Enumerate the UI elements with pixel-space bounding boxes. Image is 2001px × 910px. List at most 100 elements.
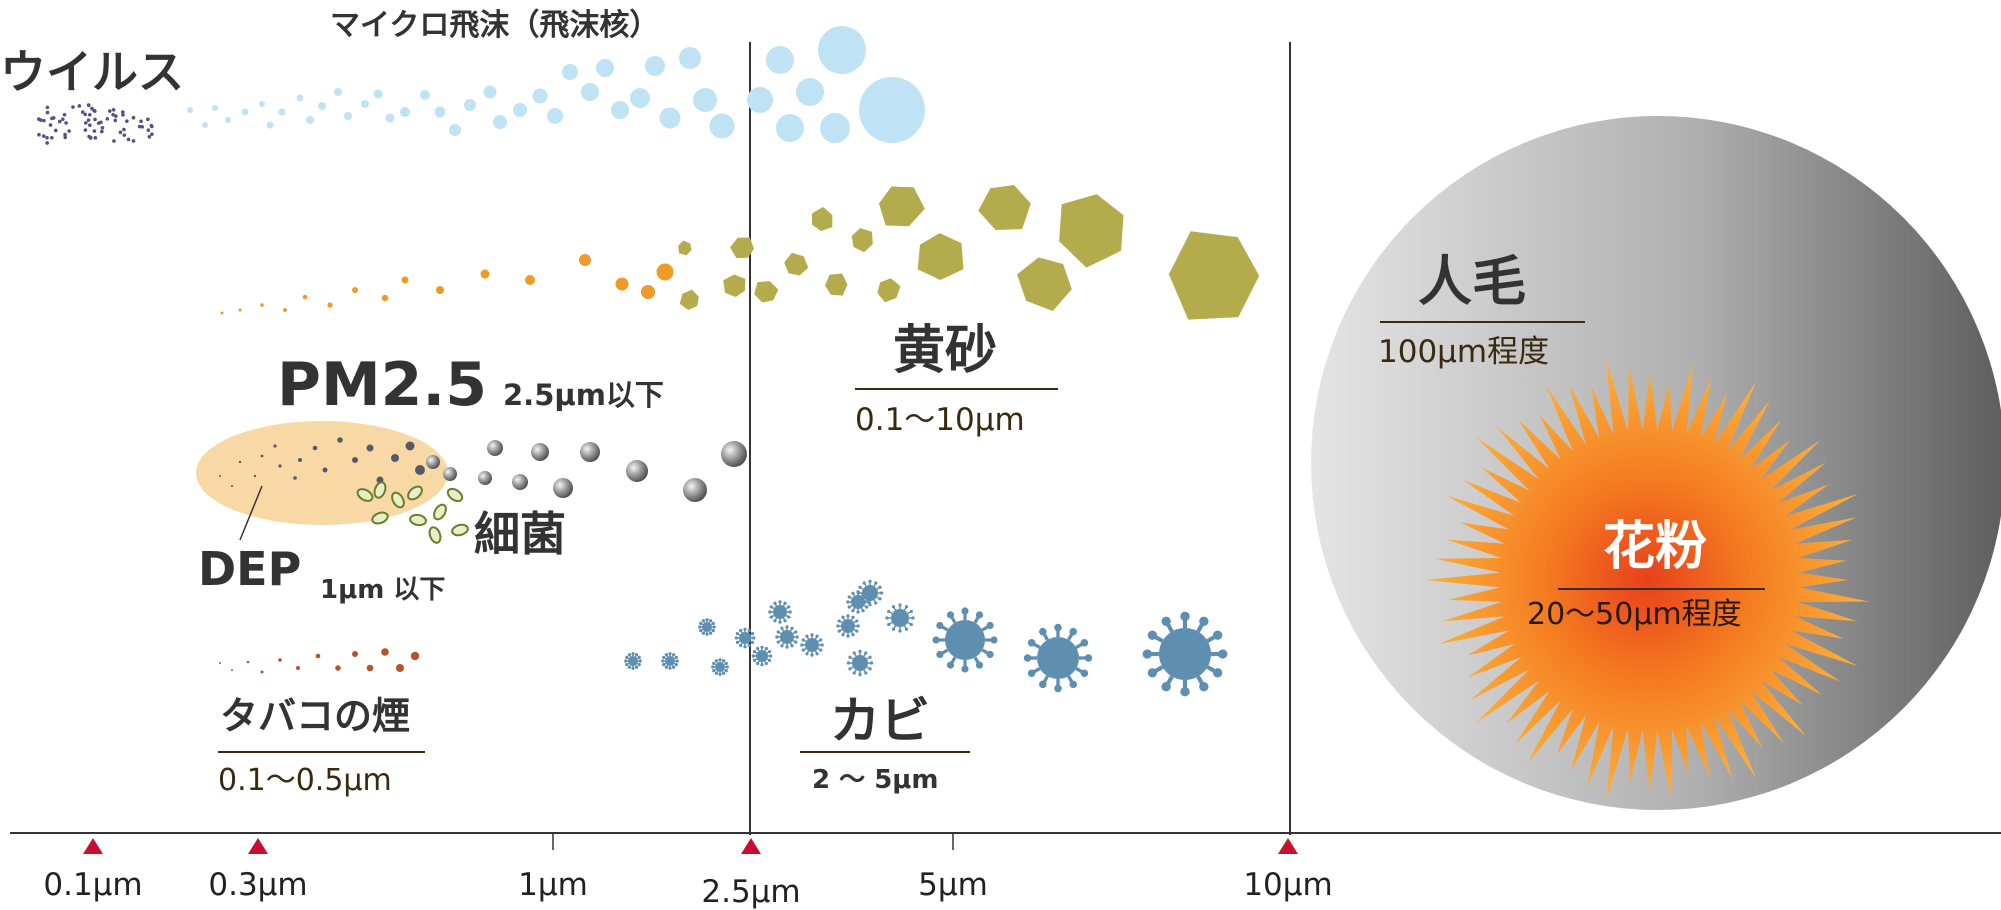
- mold-spike-tip: [1218, 649, 1228, 659]
- mold-spike-tip: [1147, 668, 1158, 678]
- mold-spike-tip: [785, 645, 789, 649]
- mold-spike-tip: [705, 618, 709, 622]
- virus-dot: [150, 124, 154, 129]
- mold-spike-tip: [909, 622, 913, 627]
- sand-hexagon: [784, 252, 809, 276]
- micro-droplets: [187, 26, 925, 143]
- mold-spike-tip: [801, 648, 805, 652]
- mold-spike-tip: [961, 607, 969, 615]
- sand-hexagon: [1017, 257, 1072, 311]
- smoke-particles: [219, 648, 420, 674]
- bacterium: [451, 523, 469, 537]
- mold-spike-tip: [769, 615, 773, 619]
- micro-droplet-label: マイクロ飛沫（飛沫核）: [330, 8, 659, 43]
- mold-spike-tip: [865, 605, 869, 609]
- virus-dot: [51, 116, 56, 120]
- mold-spike-tip: [858, 585, 862, 589]
- virus-dot: [41, 134, 46, 138]
- mold-spike-tip: [851, 609, 855, 613]
- droplet: [562, 64, 578, 80]
- virus-dot: [80, 110, 85, 114]
- virus-dot: [105, 117, 110, 121]
- pollen-range: 20〜50μm程度: [1527, 597, 1742, 632]
- pm-dot: [231, 485, 233, 487]
- virus-dot: [122, 133, 127, 137]
- mold-spike-tip: [794, 630, 798, 634]
- virus-dot: [64, 121, 68, 125]
- axis-marker-triangle: [1278, 838, 1298, 854]
- sand-small-particle: [436, 286, 444, 294]
- mold-spike-tip: [635, 653, 639, 657]
- mold-spike-tip: [787, 615, 791, 619]
- mold-spike-tip: [936, 621, 944, 630]
- mold-spike-tip: [722, 659, 726, 663]
- mold-spike-tip: [1023, 654, 1032, 662]
- mold-spike-tip: [805, 634, 809, 638]
- dep-note: 1μm 以下: [320, 575, 445, 605]
- pm-sphere: [626, 460, 648, 482]
- axis-tick-label: 0.1μm: [43, 867, 142, 903]
- bacterium: [409, 513, 427, 527]
- mold-spike-tip: [637, 655, 641, 659]
- mold-spike-tip: [775, 635, 779, 639]
- mold-spike-tip: [986, 621, 994, 630]
- mold-spike-tip: [852, 671, 856, 675]
- droplet: [776, 114, 804, 142]
- mold-body: [841, 619, 855, 633]
- mold-spike-tip: [990, 636, 998, 644]
- sand-small-particle: [352, 287, 358, 293]
- pm-dot: [298, 458, 302, 462]
- sand-small-particles: [220, 254, 674, 315]
- mold-body: [773, 605, 787, 619]
- mold-spike-tip: [946, 661, 955, 669]
- sand-particles: [678, 185, 1260, 320]
- axis-marker-triangle: [248, 838, 268, 854]
- droplet: [483, 85, 497, 99]
- mold-spike-tip: [848, 655, 852, 659]
- droplet: [796, 78, 824, 106]
- mold-spike-tip: [638, 659, 642, 663]
- mold-body: [756, 650, 768, 662]
- mold-spike-tip: [851, 615, 855, 619]
- pm-dot: [238, 460, 242, 464]
- pollen-shape: [1425, 359, 1870, 801]
- mold-spike-tip: [868, 603, 872, 607]
- mold-spore: [1023, 623, 1093, 693]
- sand-small-particle: [401, 276, 409, 284]
- mold-spike-tip: [764, 646, 768, 651]
- mold-body: [805, 638, 819, 652]
- mold-spike-tip: [773, 601, 777, 605]
- mold-spike-tip: [837, 619, 841, 623]
- sand-hexagon: [679, 289, 699, 310]
- bacterium: [373, 481, 387, 499]
- mold-spike-tip: [625, 663, 629, 667]
- mold-spike-tip: [855, 629, 859, 633]
- mold-spike-tip: [864, 671, 868, 675]
- mold-body: [862, 585, 878, 601]
- mold-spike-tip: [986, 650, 994, 659]
- mold-body: [780, 630, 794, 644]
- mold-spike-tip: [661, 659, 665, 663]
- droplet: [532, 88, 548, 104]
- mold-spike-tip: [846, 634, 850, 638]
- droplet: [679, 47, 701, 69]
- droplet: [225, 117, 231, 123]
- pm-dot: [293, 476, 297, 480]
- mold-spore: [624, 652, 642, 670]
- mold-spike-tip: [756, 661, 760, 666]
- mold-spike-tip: [837, 629, 841, 633]
- mold-spike-tip: [701, 631, 705, 635]
- mold-spike-tip: [747, 643, 751, 648]
- mold-body: [852, 655, 868, 671]
- virus-dot: [118, 130, 123, 135]
- mold-spike-tip: [635, 665, 639, 669]
- mold-spike-tip: [787, 605, 791, 609]
- pm-dot: [312, 445, 318, 451]
- virus-dot: [88, 123, 92, 127]
- sand-hexagon: [878, 186, 925, 227]
- mold-spike-tip: [1038, 680, 1047, 689]
- mold-spike-tip: [1161, 616, 1171, 627]
- pollen-group: 花粉 20〜50μm程度: [1425, 359, 1870, 801]
- sand-small-particle: [220, 311, 224, 315]
- virus-dot: [45, 105, 50, 110]
